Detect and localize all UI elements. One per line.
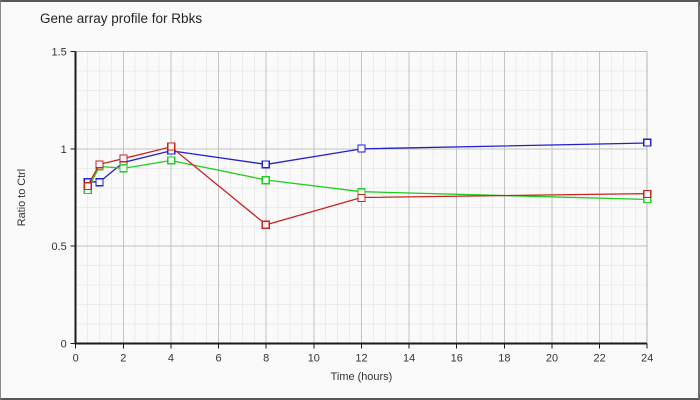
y-tick-label: 1.5	[52, 46, 67, 58]
x-tick-label: 6	[216, 352, 222, 364]
data-point-green	[167, 156, 176, 165]
x-tick-label: 22	[594, 352, 606, 364]
data-point-red	[261, 220, 270, 229]
data-point-green	[119, 164, 128, 173]
series-line-green	[87, 159, 648, 201]
y-axis-title: Ratio to Ctrl	[16, 169, 28, 226]
data-point-red	[167, 142, 176, 151]
x-tick-label: 4	[168, 352, 174, 364]
series-red	[83, 142, 652, 229]
chart-title: Gene array profile for Rbks	[40, 11, 203, 26]
x-tick-label: 16	[451, 352, 463, 364]
data-point-green	[261, 176, 270, 185]
x-tick-label: 2	[120, 352, 126, 364]
x-axis-title: Time (hours)	[331, 371, 393, 383]
data-point-red	[643, 189, 652, 199]
series-green	[83, 156, 652, 204]
data-point-blue	[643, 138, 652, 147]
data-point-blue	[95, 178, 104, 187]
x-tick-label: 0	[73, 352, 79, 364]
axis-ticks	[70, 51, 648, 349]
x-tick-label: 12	[355, 352, 367, 364]
data-point-red	[357, 193, 366, 203]
data-point-blue	[261, 160, 270, 169]
y-tick-label: 0.5	[52, 241, 67, 253]
data-point-red	[119, 154, 128, 163]
x-tick-label: 18	[498, 352, 510, 364]
data-point-blue	[357, 144, 366, 153]
x-tick-label: 14	[403, 352, 415, 364]
y-tick-label: 0	[61, 339, 67, 351]
data-point-red	[95, 160, 104, 169]
y-tick-label: 1	[61, 144, 67, 156]
x-tick-label: 8	[263, 352, 269, 364]
x-tick-label: 20	[546, 352, 558, 364]
data-point-red	[83, 182, 92, 191]
x-tick-label: 10	[308, 352, 320, 364]
x-tick-label: 24	[641, 352, 653, 364]
